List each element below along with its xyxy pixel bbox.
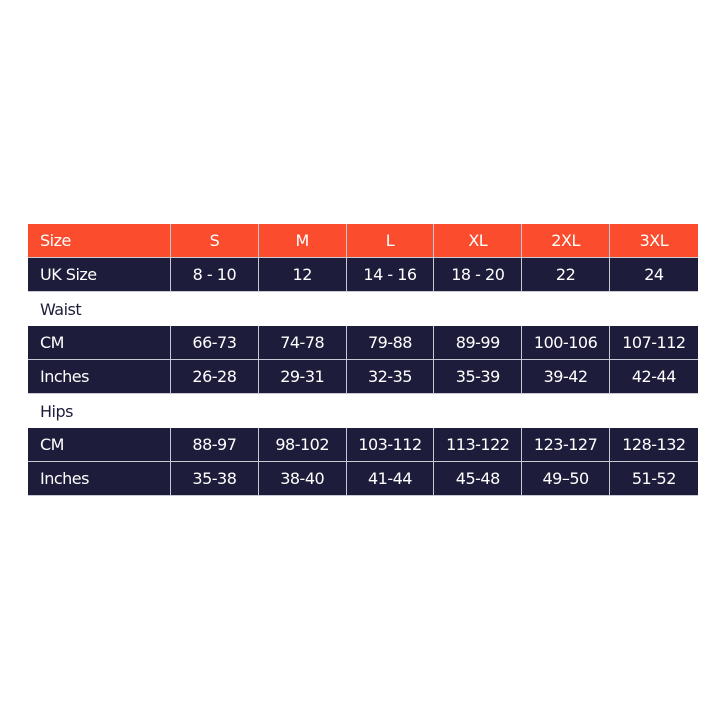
header-row-cell: L (346, 224, 435, 258)
hips-inches-row-cell: 45-48 (434, 462, 523, 496)
uk-size-row-cell: 14 - 16 (346, 258, 435, 292)
header-row-cell: XL (434, 224, 523, 258)
hips-inches-row-cell: 51-52 (609, 462, 698, 496)
hips-inches-row-cell: 35-38 (171, 462, 259, 496)
waist-inches-row-cell: 42-44 (609, 360, 698, 394)
header-row-cell: 3XL (609, 224, 698, 258)
waist-inches-row-cell: 29-31 (258, 360, 347, 394)
hips-cm-row-cell: 103-112 (346, 428, 435, 462)
header-row-cell: 2XL (522, 224, 610, 258)
hips-section-title: Hips (28, 394, 698, 428)
waist-section: Waist (28, 292, 698, 326)
hips-inches-row-cell: 38-40 (258, 462, 347, 496)
uk-size-row-cell: 18 - 20 (434, 258, 523, 292)
hips-cm-row-label: CM (28, 428, 171, 462)
waist-inches-row-cell: 32-35 (346, 360, 435, 394)
uk-size-row: UK Size 8 - 10 12 14 - 16 18 - 20 22 24 (28, 258, 698, 292)
hips-cm-row-cell: 113-122 (434, 428, 523, 462)
uk-size-row-cell: 12 (258, 258, 347, 292)
hips-inches-row-cell: 49–50 (522, 462, 610, 496)
hips-inches-row-label: Inches (28, 462, 171, 496)
hips-cm-row-cell: 88-97 (171, 428, 259, 462)
waist-cm-row-cell: 100-106 (522, 326, 610, 360)
waist-cm-row-label: CM (28, 326, 171, 360)
hips-inches-row-cell: 41-44 (346, 462, 435, 496)
waist-inches-row-cell: 35-39 (434, 360, 523, 394)
waist-cm-row-cell: 79-88 (346, 326, 435, 360)
header-row-label: Size (28, 224, 171, 258)
waist-cm-row: CM 66-73 74-78 79-88 89-99 100-106 107-112 (28, 326, 698, 360)
header-row-cell: S (171, 224, 259, 258)
header-row: Size S M L XL 2XL 3XL (28, 224, 698, 258)
waist-cm-row-cell: 107-112 (609, 326, 698, 360)
waist-cm-row-cell: 66-73 (171, 326, 259, 360)
waist-inches-row-cell: 39-42 (522, 360, 610, 394)
uk-size-row-cell: 24 (609, 258, 698, 292)
hips-section: Hips (28, 394, 698, 428)
waist-inches-row-label: Inches (28, 360, 171, 394)
waist-section-title: Waist (28, 292, 698, 326)
uk-size-row-label: UK Size (28, 258, 171, 292)
waist-inches-row: Inches 26-28 29-31 32-35 35-39 39-42 42-44 (28, 360, 698, 394)
uk-size-row-cell: 8 - 10 (171, 258, 259, 292)
hips-cm-row-cell: 123-127 (522, 428, 610, 462)
hips-cm-row: CM 88-97 98-102 103-112 113-122 123-127 128-13… (28, 428, 698, 462)
size-chart-table: Size S M L XL 2XL 3XL UK Size 8 - 10 12 14 - 16 18 … (28, 224, 698, 496)
uk-size-row-cell: 22 (522, 258, 610, 292)
waist-inches-row-cell: 26-28 (171, 360, 259, 394)
waist-cm-row-cell: 74-78 (258, 326, 347, 360)
header-row-cell: M (258, 224, 347, 258)
hips-cm-row-cell: 98-102 (258, 428, 347, 462)
waist-cm-row-cell: 89-99 (434, 326, 523, 360)
hips-inches-row: Inches 35-38 38-40 41-44 45-48 49–50 51-52 (28, 462, 698, 496)
hips-cm-row-cell: 128-132 (609, 428, 698, 462)
